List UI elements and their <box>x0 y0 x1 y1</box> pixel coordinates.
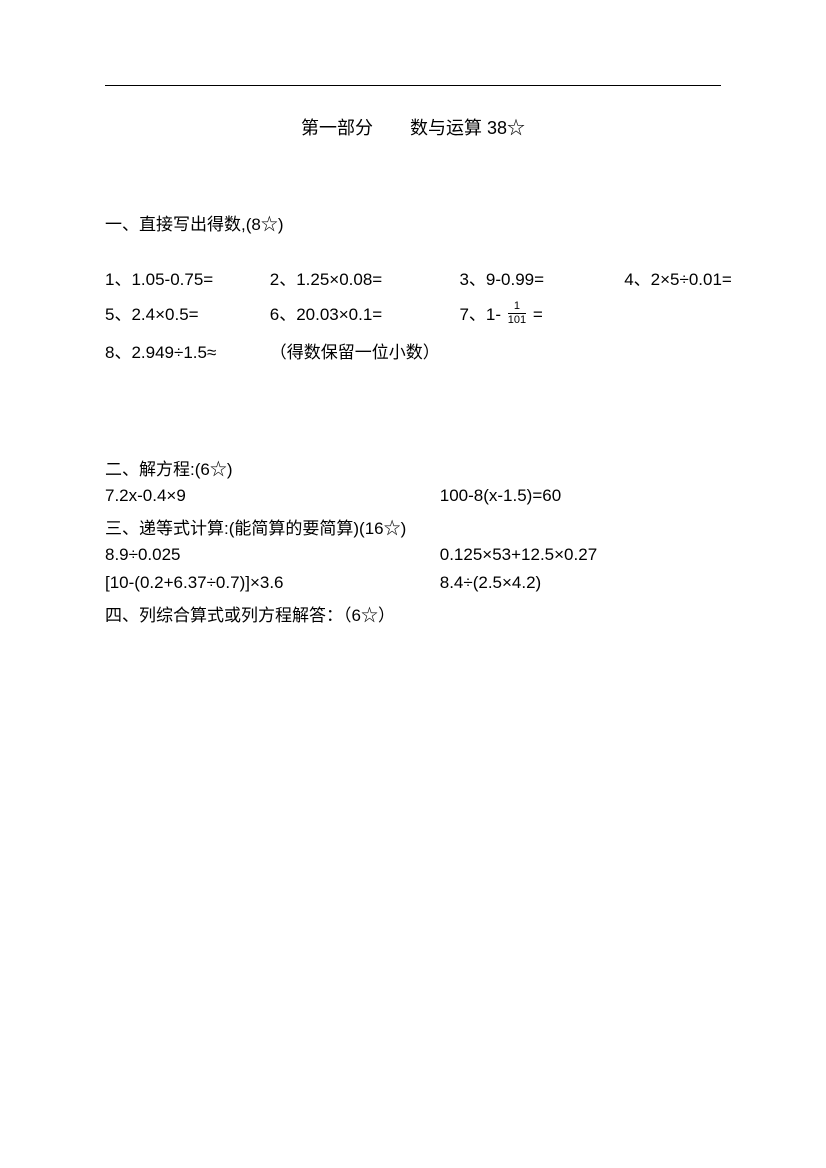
q1: 1、1.05-0.75= <box>105 265 265 290</box>
section-3-heading: 三、递等式计算:(能简算的要简算)(16☆) <box>105 514 721 539</box>
q8-note: （得数保留一位小数） <box>270 338 440 363</box>
section-1-row-2: 5、2.4×0.5= 6、20.03×0.1= 7、1- 1101 = <box>105 300 721 328</box>
q7-prefix: 7、1- <box>459 305 505 324</box>
expr4: 8.4÷(2.5×4.2) <box>440 573 541 593</box>
q4: 4、2×5÷0.01= <box>624 265 732 290</box>
eq1: 7.2x-0.4×9 <box>105 486 435 506</box>
expr2: 0.125×53+12.5×0.27 <box>440 545 597 565</box>
q7-numerator: 1 <box>508 301 526 314</box>
document-title: 第一部分 数与运算 38☆ <box>105 114 721 140</box>
section-3-pair-1: 8.9÷0.025 0.125×53+12.5×0.27 <box>105 545 721 565</box>
eq2: 100-8(x-1.5)=60 <box>440 486 561 506</box>
q6: 6、20.03×0.1= <box>270 300 455 325</box>
q7-denominator: 101 <box>508 314 526 326</box>
q7: 7、1- 1101 = <box>459 300 542 328</box>
q2: 2、1.25×0.08= <box>270 265 455 290</box>
section-3-pair-2: [10-(0.2+6.37÷0.7)]×3.6 8.4÷(2.5×4.2) <box>105 573 721 593</box>
q7-suffix: = <box>528 305 543 324</box>
section-1-row-1: 1、1.05-0.75= 2、1.25×0.08= 3、9-0.99= 4、2×… <box>105 265 721 290</box>
title-part-label: 第一部分 <box>301 114 373 140</box>
q5: 5、2.4×0.5= <box>105 300 265 325</box>
section-2-problems: 7.2x-0.4×9 100-8(x-1.5)=60 <box>105 486 721 506</box>
expr1: 8.9÷0.025 <box>105 545 435 565</box>
section-1-row-3: 8、2.949÷1.5≈ （得数保留一位小数） <box>105 338 721 363</box>
title-part-name: 数与运算 38☆ <box>410 118 525 138</box>
q3: 3、9-0.99= <box>459 265 619 290</box>
section-1-heading: 一、直接写出得数,(8☆) <box>105 210 721 235</box>
page-content: 第一部分 数与运算 38☆ 一、直接写出得数,(8☆) 1、1.05-0.75=… <box>0 0 826 716</box>
q7-fraction: 1101 <box>508 301 526 326</box>
q8: 8、2.949÷1.5≈ <box>105 338 265 363</box>
section-4-heading: 四、列综合算式或列方程解答：（6☆） <box>105 601 721 626</box>
expr3: [10-(0.2+6.37÷0.7)]×3.6 <box>105 573 435 593</box>
section-2-heading: 二、解方程:(6☆) <box>105 455 721 480</box>
top-horizontal-rule <box>105 85 721 86</box>
